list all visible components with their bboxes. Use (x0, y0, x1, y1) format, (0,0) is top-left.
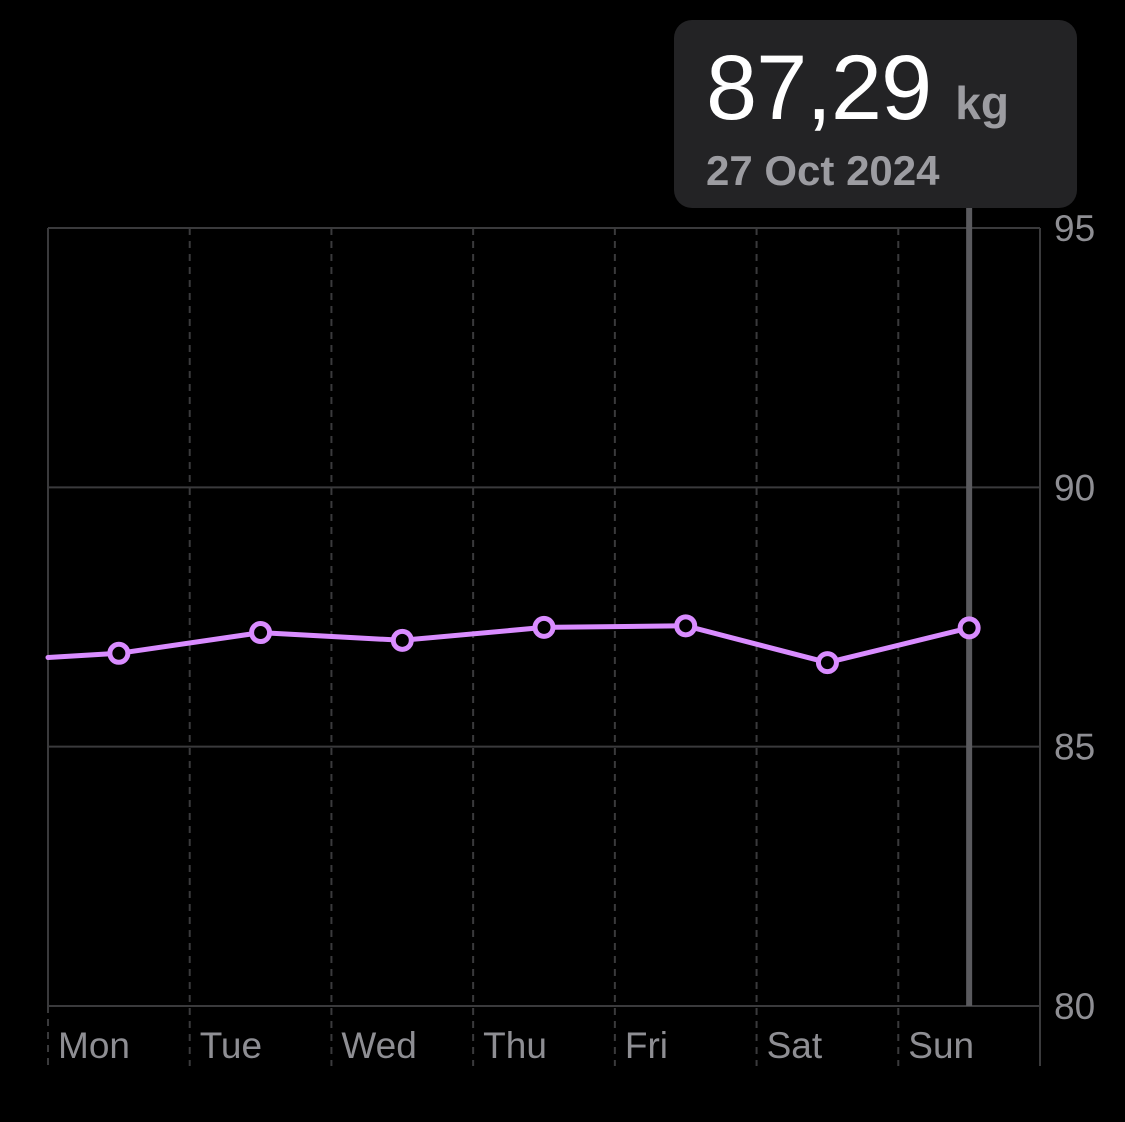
x-tick-label: Sun (908, 1025, 974, 1066)
data-point-marker[interactable] (957, 616, 981, 640)
tooltip-weight-value: 87,29 (706, 37, 932, 139)
tooltip-date: 27 Oct 2024 (706, 147, 940, 194)
weight-series[interactable] (45, 614, 981, 675)
tooltip-value-row: 87,29 kg (706, 42, 1077, 134)
y-tick-label: 90 (1054, 467, 1095, 508)
x-tick-label: Wed (341, 1025, 416, 1066)
data-point-marker[interactable] (107, 641, 131, 665)
data-point-marker[interactable] (532, 615, 556, 639)
x-tick-label: Fri (625, 1025, 668, 1066)
x-tick-label: Tue (200, 1025, 262, 1066)
selected-value-tooltip: 87,29 kg 27 Oct 2024 (674, 20, 1077, 208)
x-tick-label: Mon (58, 1025, 130, 1066)
data-point-marker[interactable] (249, 621, 273, 645)
data-point-marker[interactable] (674, 614, 698, 638)
tooltip-weight-unit: kg (955, 77, 1009, 129)
series-line (45, 623, 972, 666)
data-point-marker[interactable] (815, 651, 839, 675)
x-tick-label: Sat (767, 1025, 823, 1066)
y-tick-label: 85 (1054, 727, 1095, 768)
y-tick-label: 95 (1054, 208, 1095, 249)
x-axis-ticks: Mon Tue Wed Thu Fri Sat Sun (58, 1025, 974, 1066)
data-point-marker[interactable] (390, 628, 414, 652)
x-tick-label: Thu (483, 1025, 547, 1066)
chart-gridlines (47, 227, 1041, 1066)
y-tick-label: 80 (1054, 986, 1095, 1027)
y-axis-ticks: 95 90 85 80 (1054, 208, 1095, 1027)
